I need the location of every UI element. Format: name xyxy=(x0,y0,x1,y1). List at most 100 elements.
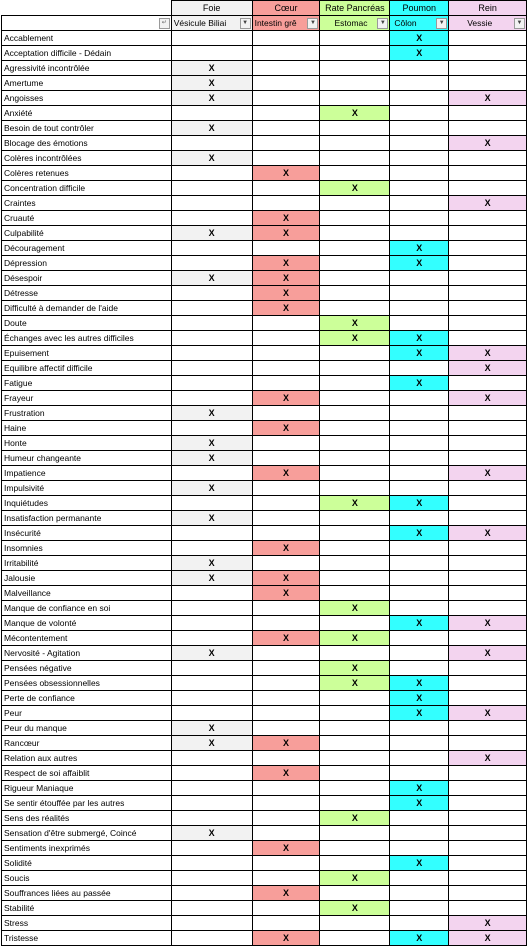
cell-poumon[interactable] xyxy=(389,360,450,376)
cell-poumon[interactable]: X xyxy=(389,525,450,541)
cell-coeur[interactable] xyxy=(251,345,321,361)
filter-dropdown-icon[interactable]: ▼ xyxy=(514,18,525,29)
cell-foie[interactable]: X xyxy=(170,720,253,736)
cell-coeur[interactable] xyxy=(251,720,321,736)
cell-coeur[interactable] xyxy=(251,360,321,376)
cell-foie[interactable] xyxy=(170,300,253,316)
cell-poumon[interactable] xyxy=(389,150,450,166)
cell-foie[interactable] xyxy=(170,240,253,256)
cell-rate[interactable]: X xyxy=(319,630,391,646)
cell-foie[interactable]: X xyxy=(170,510,253,526)
cell-rate[interactable] xyxy=(319,45,391,61)
row-label[interactable]: Angoisses xyxy=(1,90,172,106)
row-label[interactable]: Manque de confiance en soi xyxy=(1,600,172,616)
cell-poumon[interactable] xyxy=(389,840,450,856)
cell-foie[interactable] xyxy=(170,390,253,406)
cell-poumon[interactable] xyxy=(389,870,450,886)
row-label[interactable]: Sens des réalités xyxy=(1,810,172,826)
cell-rein[interactable]: X xyxy=(448,750,527,766)
cell-rein[interactable] xyxy=(448,150,527,166)
cell-coeur[interactable] xyxy=(251,450,321,466)
row-label[interactable]: Inquiétudes xyxy=(1,495,172,511)
cell-rein[interactable] xyxy=(448,885,527,901)
cell-rate[interactable] xyxy=(319,855,391,871)
cell-rein[interactable]: X xyxy=(448,465,527,481)
cell-coeur[interactable] xyxy=(251,705,321,721)
cell-poumon[interactable] xyxy=(389,300,450,316)
cell-foie[interactable] xyxy=(170,870,253,886)
cell-rate[interactable] xyxy=(319,225,391,241)
cell-rate[interactable]: X xyxy=(319,600,391,616)
cell-foie[interactable] xyxy=(170,690,253,706)
cell-coeur[interactable] xyxy=(251,150,321,166)
cell-rate[interactable] xyxy=(319,240,391,256)
row-label[interactable]: Peur xyxy=(1,705,172,721)
cell-rein[interactable] xyxy=(448,210,527,226)
cell-poumon[interactable] xyxy=(389,285,450,301)
cell-rein[interactable] xyxy=(448,180,527,196)
row-label[interactable]: Honte xyxy=(1,435,172,451)
cell-poumon[interactable] xyxy=(389,195,450,211)
row-label[interactable]: Soucis xyxy=(1,870,172,886)
row-label[interactable]: Manque de volonté xyxy=(1,615,172,631)
row-label[interactable]: Doute xyxy=(1,315,172,331)
row-label[interactable]: Culpabilité xyxy=(1,225,172,241)
cell-foie[interactable]: X xyxy=(170,570,253,586)
cell-coeur[interactable]: X xyxy=(251,300,321,316)
cell-coeur[interactable] xyxy=(251,375,321,391)
cell-foie[interactable]: X xyxy=(170,825,253,841)
cell-rate[interactable] xyxy=(319,30,391,46)
cell-rein[interactable]: X xyxy=(448,390,527,406)
cell-rein[interactable] xyxy=(448,675,527,691)
cell-poumon[interactable] xyxy=(389,660,450,676)
cell-poumon[interactable] xyxy=(389,420,450,436)
cell-poumon[interactable] xyxy=(389,645,450,661)
cell-poumon[interactable] xyxy=(389,570,450,586)
cell-poumon[interactable]: X xyxy=(389,240,450,256)
row-label[interactable]: Accablement xyxy=(1,30,172,46)
row-label[interactable]: Insatisfaction permanante xyxy=(1,510,172,526)
row-label[interactable]: Acceptation difficile - Dédain xyxy=(1,45,172,61)
cell-foie[interactable]: X xyxy=(170,90,253,106)
cell-rein[interactable] xyxy=(448,315,527,331)
filter-dropdown-icon[interactable]: ▼ xyxy=(377,18,389,29)
cell-foie[interactable] xyxy=(170,840,253,856)
cell-rein[interactable]: X xyxy=(448,525,527,541)
row-label[interactable]: Colères incontrôlées xyxy=(1,150,172,166)
cell-coeur[interactable]: X xyxy=(251,765,321,781)
cell-rate[interactable] xyxy=(319,90,391,106)
cell-coeur[interactable]: X xyxy=(251,420,321,436)
row-label[interactable]: Malveillance xyxy=(1,585,172,601)
cell-rate[interactable] xyxy=(319,390,391,406)
cell-rein[interactable]: X xyxy=(448,135,527,151)
cell-coeur[interactable] xyxy=(251,660,321,676)
cell-coeur[interactable] xyxy=(251,555,321,571)
row-label[interactable]: Frayeur xyxy=(1,390,172,406)
cell-rein[interactable] xyxy=(448,870,527,886)
cell-foie[interactable] xyxy=(170,495,253,511)
cell-poumon[interactable]: X xyxy=(389,30,450,46)
cell-rein[interactable] xyxy=(448,555,527,571)
cell-coeur[interactable] xyxy=(251,315,321,331)
row-label[interactable]: Impatience xyxy=(1,465,172,481)
cell-poumon[interactable] xyxy=(389,465,450,481)
cell-rate[interactable]: X xyxy=(319,900,391,916)
cell-poumon[interactable] xyxy=(389,315,450,331)
cell-poumon[interactable] xyxy=(389,270,450,286)
cell-poumon[interactable]: X xyxy=(389,855,450,871)
cell-poumon[interactable] xyxy=(389,120,450,136)
cell-foie[interactable] xyxy=(170,660,253,676)
cell-coeur[interactable] xyxy=(251,240,321,256)
cell-rate[interactable]: X xyxy=(319,810,391,826)
cell-coeur[interactable] xyxy=(251,810,321,826)
cell-rate[interactable] xyxy=(319,465,391,481)
filter-dropdown-icon[interactable]: ▼ xyxy=(436,18,448,29)
row-label[interactable]: Peur du manque xyxy=(1,720,172,736)
cell-foie[interactable] xyxy=(170,105,253,121)
cell-coeur[interactable]: X xyxy=(251,270,321,286)
filter-dropdown-icon[interactable]: ▼ xyxy=(239,18,251,29)
cell-coeur[interactable]: X xyxy=(251,165,321,181)
cell-poumon[interactable]: X xyxy=(389,345,450,361)
cell-foie[interactable] xyxy=(170,255,253,271)
cell-foie[interactable] xyxy=(170,375,253,391)
